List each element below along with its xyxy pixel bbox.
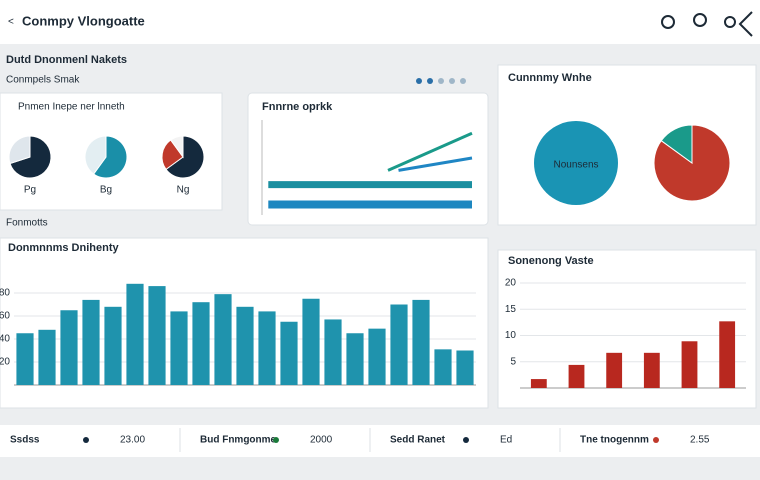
donut-label: Pg: [24, 185, 36, 196]
donut-label: Bg: [100, 185, 112, 196]
y-tick-label: 40: [0, 334, 10, 345]
stat-dot: [653, 437, 659, 443]
stats-bar: [0, 425, 760, 457]
panel-title: Sonenong Vaste: [508, 255, 594, 267]
bar: [280, 321, 298, 385]
bar: [38, 329, 56, 385]
bar: [412, 299, 430, 385]
section-label: Conmpels Smak: [6, 75, 80, 86]
stat-value: Ed: [500, 435, 512, 446]
pie-slice: [660, 124, 693, 164]
y-tick-label: 15: [505, 304, 517, 315]
bar: [104, 306, 122, 385]
pie-slice: [169, 135, 184, 159]
bar: [258, 311, 276, 385]
bar: [324, 319, 342, 385]
stat-dot: [83, 437, 89, 443]
pie-slice: [165, 135, 205, 179]
pie-label: Nounsens: [553, 160, 598, 171]
bar: [568, 364, 585, 388]
y-tick-label: 60: [0, 311, 10, 322]
bar: [60, 310, 78, 385]
pie-slice: [84, 135, 107, 175]
icon[interactable]: [738, 11, 753, 37]
stat-value: 2.55: [690, 435, 710, 446]
y-tick-label: 10: [505, 330, 517, 341]
stat-value: 23.00: [120, 435, 145, 446]
bar: [82, 299, 100, 385]
bar: [681, 341, 698, 388]
bar: [456, 350, 474, 385]
bar: [16, 333, 34, 385]
stat-value: 2000: [310, 435, 333, 446]
section-label: Fonmotts: [6, 218, 48, 229]
pie-slice: [534, 121, 618, 205]
bar: [192, 302, 210, 385]
icon[interactable]: [693, 13, 707, 27]
y-tick-label: 80: [0, 288, 10, 299]
pie-slice: [9, 135, 52, 179]
bar: [390, 304, 408, 385]
donut-label: Ng: [177, 185, 190, 196]
bar: [643, 352, 660, 388]
pie-slice: [92, 135, 128, 179]
line: [387, 131, 473, 172]
pie-slice: [8, 135, 31, 165]
stat-dot: [463, 437, 469, 443]
bar: [434, 349, 452, 385]
bar: [302, 298, 320, 385]
bar: [148, 286, 166, 385]
panel-title: Fnnrne oprkk: [262, 101, 333, 113]
y-tick-label: 5: [510, 356, 516, 367]
bar: [236, 306, 254, 385]
stat-dot: [273, 437, 279, 443]
bar: [719, 321, 736, 388]
bar: [368, 328, 386, 385]
line: [398, 156, 473, 172]
bar: [530, 379, 547, 388]
pie-slice: [161, 139, 184, 171]
stat-label: Bud Fnmgonme: [200, 435, 277, 446]
icon[interactable]: [661, 15, 675, 29]
bar: [214, 294, 232, 385]
subtitle: Dutd Dnonmenl Nakets: [6, 54, 127, 66]
back-button[interactable]: <: [8, 17, 14, 28]
stat-label: Ssdss: [10, 435, 40, 446]
stat-label: Tne tnogennm: [580, 435, 649, 446]
bar: [346, 333, 364, 385]
panel-title: Donmnnms Dnihenty: [8, 242, 119, 254]
panel-title: Cunnnmy Wnhe: [508, 72, 592, 84]
y-tick-label: 20: [0, 357, 10, 368]
top-bar: [0, 0, 760, 44]
stat-label: Sedd Ranet: [390, 435, 446, 446]
y-tick-label: 20: [505, 278, 517, 289]
line-panel: [247, 92, 489, 226]
bar: [170, 311, 188, 385]
bar: [606, 352, 623, 388]
page-title: Conmpy Vlongoatte: [22, 13, 145, 28]
icon[interactable]: [724, 16, 736, 28]
carousel-dots: [416, 78, 466, 84]
panel-title: Pnmen Inepe ner lnneth: [18, 102, 125, 113]
bar: [126, 283, 144, 385]
